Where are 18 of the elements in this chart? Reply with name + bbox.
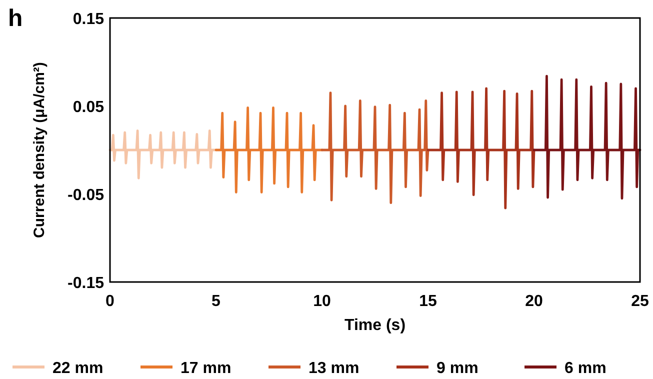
y-tick-label: -0.05 [68, 187, 104, 204]
x-tick-label: 10 [313, 293, 331, 310]
y-tick-label: -0.15 [68, 275, 104, 292]
legend-label: 9 mm [436, 360, 478, 377]
chart-title: h [8, 5, 23, 32]
y-axis-title: Current density (μA/cm²) [31, 62, 48, 238]
legend-label: 22 mm [52, 360, 104, 377]
legend-label: 6 mm [564, 360, 606, 377]
y-tick-label: 0.15 [72, 11, 104, 28]
legend-label: 13 mm [308, 360, 360, 377]
x-tick-label: 25 [631, 293, 649, 310]
x-tick-label: 0 [106, 293, 115, 310]
x-tick-label: 15 [419, 293, 437, 310]
x-axis-title: Time (s) [344, 317, 406, 334]
x-tick-label: 20 [525, 293, 543, 310]
legend-label: 17 mm [180, 360, 232, 377]
y-tick-label: 0.05 [72, 99, 104, 116]
x-tick-label: 5 [212, 293, 221, 310]
